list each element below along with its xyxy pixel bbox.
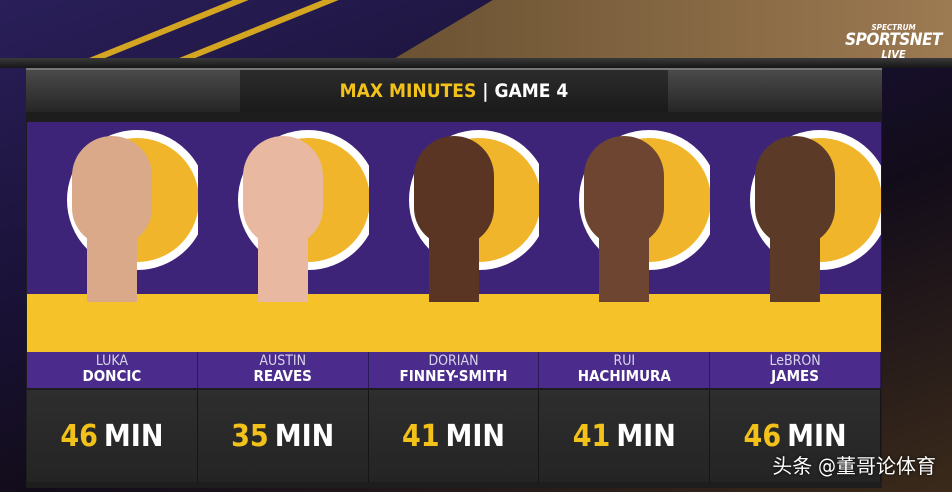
- player-face: [755, 136, 836, 246]
- minutes-value: 46: [60, 418, 98, 454]
- last-name: REAVES: [253, 366, 312, 385]
- minutes-value: 41: [401, 418, 440, 454]
- panel-header: MAX MINUTES | GAME 4: [26, 68, 882, 112]
- minutes-value: 41: [572, 418, 611, 454]
- minutes-cell: 46 MIN: [27, 390, 198, 482]
- jersey: [710, 294, 881, 352]
- player-name: LUKA DONCIC: [27, 352, 198, 388]
- watermark: 头条 @董哥论体育: [772, 454, 936, 478]
- stats-panel: MAX MINUTES | GAME 4 LUKA DONCIC 46 MIN …: [26, 68, 882, 488]
- minutes-unit: MIN: [274, 418, 335, 454]
- minutes-cell: 46 MIN: [710, 390, 881, 482]
- minutes-cell: 41 MIN: [539, 390, 711, 482]
- minutes-cell: 35 MIN: [197, 390, 369, 482]
- jersey: [539, 294, 711, 352]
- first-name: RUI: [613, 353, 636, 369]
- jersey: [368, 294, 540, 352]
- jersey: [27, 294, 198, 352]
- top-bar: [0, 58, 952, 68]
- minutes-unit: MIN: [445, 418, 506, 454]
- court-floor: [392, 0, 952, 60]
- minutes-cell: 41 MIN: [368, 390, 540, 482]
- player-face: [72, 136, 152, 246]
- minutes-value: 46: [743, 418, 782, 454]
- player-face: [242, 136, 323, 246]
- player-name: DORIAN FINNEY-SMITH: [368, 352, 540, 388]
- player-photo: [27, 122, 198, 352]
- minutes-unit: MIN: [616, 418, 676, 454]
- title-highlight: MAX MINUTES: [339, 80, 477, 102]
- player-card: LeBRON JAMES 46 MIN: [710, 122, 881, 482]
- player-name: RUI HACHIMURA: [539, 352, 711, 388]
- player-cards: LUKA DONCIC 46 MIN AUSTIN REAVES 35 MIN …: [27, 122, 881, 482]
- last-name: FINNEY-SMITH: [399, 366, 508, 385]
- minutes-unit: MIN: [103, 418, 164, 454]
- player-face: [584, 136, 665, 246]
- minutes-unit: MIN: [787, 418, 847, 454]
- last-name: JAMES: [771, 366, 819, 385]
- player-card: RUI HACHIMURA 41 MIN: [539, 122, 711, 482]
- player-card: DORIAN FINNEY-SMITH 41 MIN: [368, 122, 540, 482]
- player-name: AUSTIN REAVES: [197, 352, 369, 388]
- player-card: AUSTIN REAVES 35 MIN: [197, 122, 369, 482]
- player-face: [413, 136, 494, 246]
- player-name: LeBRON JAMES: [710, 352, 881, 388]
- title-rest: GAME 4: [494, 80, 569, 102]
- last-name: DONCIC: [82, 366, 142, 385]
- player-photo: [197, 122, 369, 352]
- player-photo: [710, 122, 881, 352]
- minutes-value: 35: [231, 418, 269, 454]
- jersey: [197, 294, 369, 352]
- player-card: LUKA DONCIC 46 MIN: [27, 122, 198, 482]
- logo-line: SPECTRUM: [871, 23, 916, 32]
- logo-line: SPORTSNET: [845, 30, 942, 50]
- first-name: DORIAN: [428, 353, 479, 369]
- page-title: MAX MINUTES | GAME 4: [240, 70, 668, 112]
- title-separator: |: [482, 80, 489, 102]
- first-name: LUKA: [95, 353, 128, 369]
- first-name: LeBRON: [769, 353, 821, 369]
- broadcaster-logo: SPECTRUM SPORTSNET LIVE: [845, 23, 942, 61]
- player-photo: [368, 122, 540, 352]
- player-photo: [539, 122, 711, 352]
- first-name: AUSTIN: [259, 353, 307, 369]
- logo-line: LIVE: [881, 48, 906, 61]
- last-name: HACHIMURA: [577, 366, 671, 385]
